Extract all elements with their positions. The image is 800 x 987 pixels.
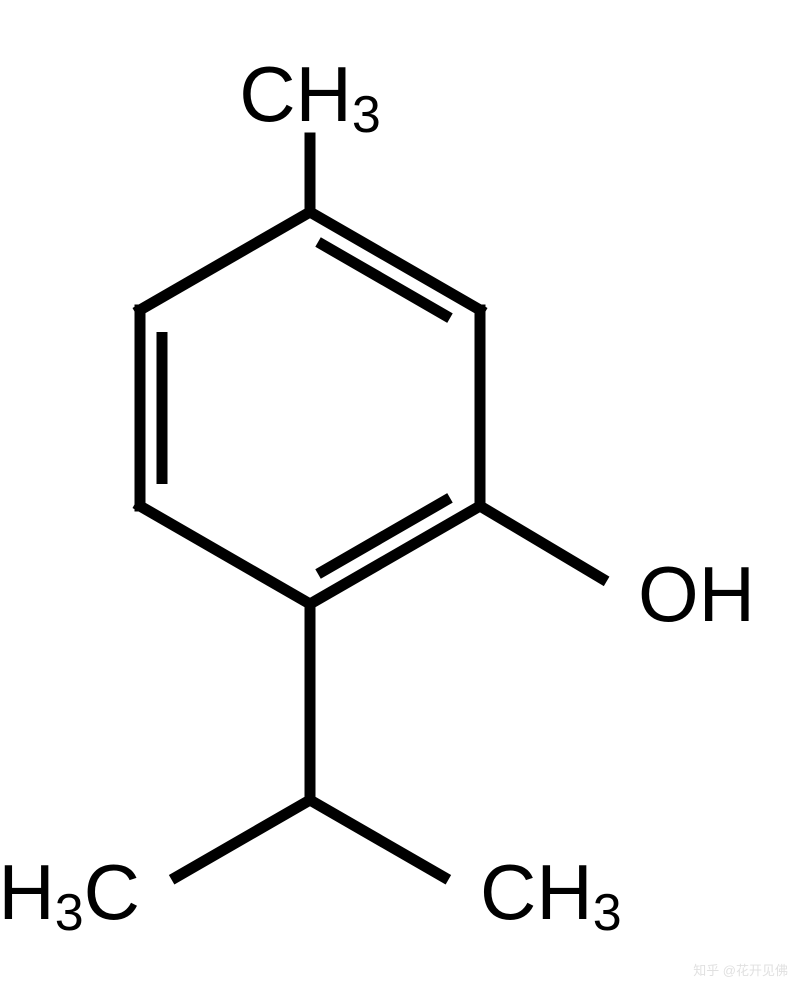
atom-label: OH bbox=[638, 550, 755, 638]
atom-label: CH3 bbox=[239, 50, 381, 144]
watermark-text: 知乎 @花开见佛 bbox=[693, 960, 788, 979]
atom-label: CH3 bbox=[480, 848, 622, 942]
atom-label: H3C bbox=[0, 848, 140, 942]
molecule-diagram: CH3 OH H3C CH3 bbox=[0, 0, 800, 987]
